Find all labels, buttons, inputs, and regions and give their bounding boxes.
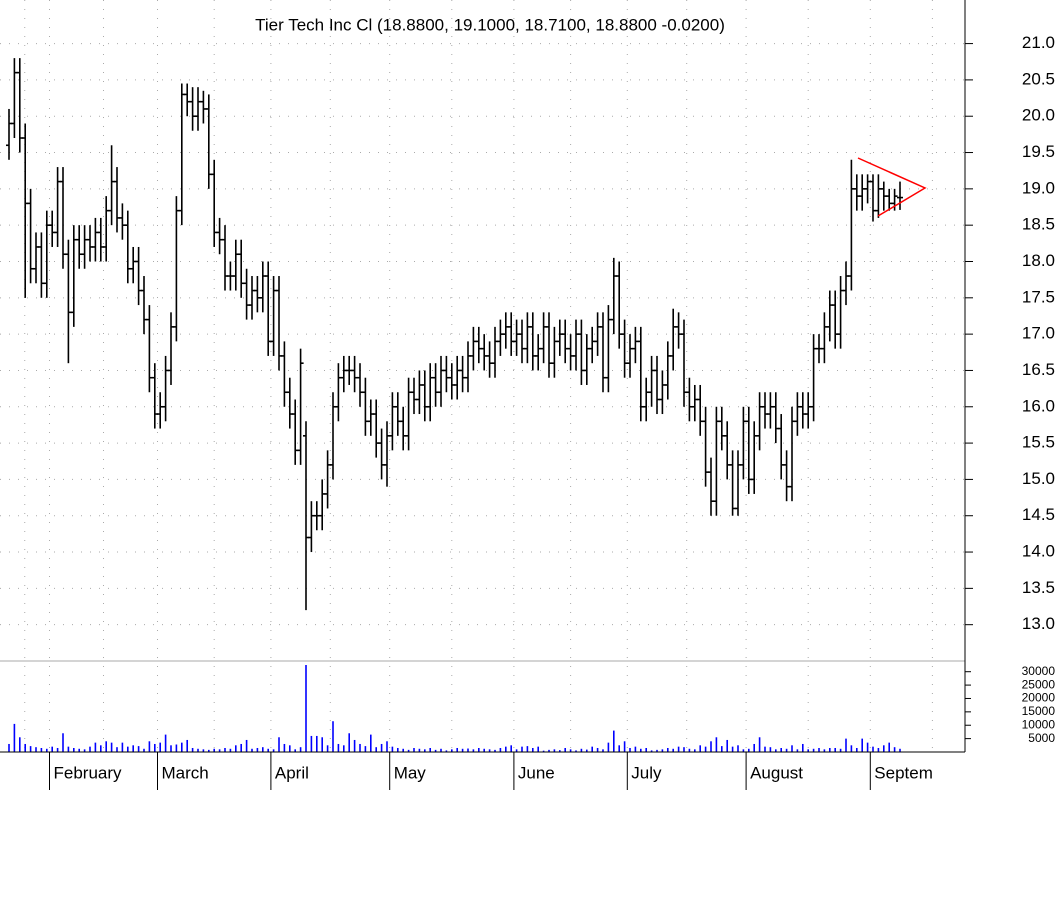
marks [6, 58, 903, 752]
x-tick-label: May [394, 763, 427, 782]
triangle-pattern [857, 157, 927, 217]
x-tick-label: June [518, 763, 555, 782]
y-tick-label: 14.0 [1022, 542, 1055, 561]
y-tick-label: 15.0 [1022, 469, 1055, 488]
chart-title: Tier Tech Inc Cl (18.8800, 19.1000, 18.7… [255, 15, 725, 34]
x-tick-label: February [54, 763, 123, 782]
x-tick-label: March [162, 763, 209, 782]
y-tick-label: 25000 [1022, 677, 1056, 691]
y-tick-label: 16.0 [1022, 396, 1055, 415]
y-tick-label: 10000 [1022, 717, 1056, 731]
y-tick-label: 13.0 [1022, 614, 1055, 633]
y-tick-label: 21.0 [1022, 33, 1055, 52]
y-tick-label: 18.5 [1022, 215, 1055, 234]
x-tick-label: July [631, 763, 662, 782]
y-tick-label: 15.5 [1022, 433, 1055, 452]
y-tick-label: 14.5 [1022, 505, 1055, 524]
y-tick-label: 30000 [1022, 664, 1056, 678]
y-tick-label: 17.0 [1022, 324, 1055, 343]
y-tick-label: 19.5 [1022, 142, 1055, 161]
y-tick-label: 15000 [1022, 704, 1056, 718]
y-tick-label: 20.5 [1022, 69, 1055, 88]
x-tick-label: August [750, 763, 803, 782]
y-tick-label: 16.5 [1022, 360, 1055, 379]
y-tick-label: 19.0 [1022, 178, 1055, 197]
x-tick-label: April [275, 763, 309, 782]
x-tick-label: Septem [874, 763, 933, 782]
y-tick-label: 20.0 [1022, 106, 1055, 125]
y-tick-label: 17.5 [1022, 287, 1055, 306]
y-tick-label: 5000 [1028, 731, 1055, 745]
y-tick-label: 18.0 [1022, 251, 1055, 270]
y-tick-label: 20000 [1022, 691, 1056, 705]
y-tick-label: 13.5 [1022, 578, 1055, 597]
